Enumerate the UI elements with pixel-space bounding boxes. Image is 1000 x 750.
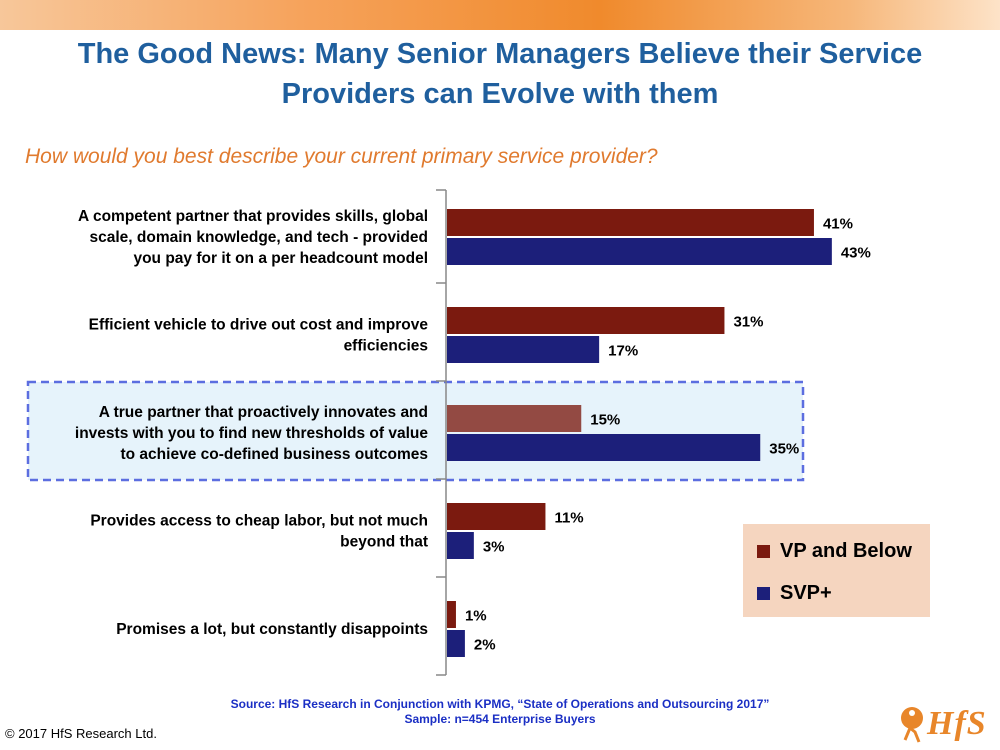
bar-chart: A competent partner that provides skills… [26, 189, 871, 676]
category-label: to achieve co-defined business outcomes [121, 446, 429, 463]
chart-legend: VP and Below SVP+ [743, 524, 930, 617]
category-label: Efficient vehicle to drive out cost and … [89, 317, 429, 334]
bar-svp [447, 238, 832, 265]
data-label: 43% [841, 245, 871, 262]
slide-title: The Good News: Many Senior Managers Beli… [0, 34, 1000, 114]
bar-svp [447, 532, 474, 559]
bar-vp [447, 503, 546, 530]
category-label: Promises a lot, but constantly disappoin… [116, 621, 428, 638]
hfs-logo: HfS [895, 702, 995, 746]
legend-swatch-vp [757, 545, 770, 558]
legend-item-vp: VP and Below [757, 540, 912, 563]
bar-vp [447, 209, 814, 236]
category-label: invests with you to find new thresholds … [75, 425, 428, 442]
data-label: 17% [608, 343, 638, 360]
category-label: scale, domain knowledge, and tech - prov… [90, 229, 429, 246]
category-label: A true partner that proactively innovate… [99, 404, 428, 421]
runner-logo-icon [901, 707, 923, 743]
top-banner [0, 0, 1000, 30]
data-label: 35% [769, 441, 799, 458]
highlight-box [26, 380, 805, 482]
bar-vp [447, 307, 725, 334]
legend-item-svp: SVP+ [757, 582, 832, 605]
category-label: beyond that [340, 534, 428, 551]
category-label: Provides access to cheap labor, but not … [90, 513, 428, 530]
copyright-text: © 2017 HfS Research Ltd. [5, 726, 157, 741]
data-label: 2% [474, 637, 496, 654]
bar-vp [447, 601, 456, 628]
legend-swatch-svp [757, 587, 770, 600]
logo-text: HfS [927, 705, 987, 742]
category-label: A competent partner that provides skills… [78, 208, 428, 225]
source-note: Source: HfS Research in Conjunction with… [0, 697, 1000, 727]
data-label: 11% [554, 510, 583, 527]
data-label: 41% [823, 216, 853, 233]
legend-label-svp: SVP+ [780, 582, 832, 604]
data-label: 31% [733, 314, 763, 331]
bar-svp [447, 336, 600, 363]
data-label: 15% [590, 412, 620, 429]
bar-svp [447, 630, 465, 657]
category-label: you pay for it on a per headcount model [133, 250, 428, 267]
bar-svp [447, 434, 761, 461]
survey-question: How would you best describe your current… [25, 145, 658, 168]
legend-label-vp: VP and Below [780, 540, 912, 562]
category-label: efficiencies [344, 338, 428, 355]
bar-vp [447, 405, 582, 432]
data-label: 1% [465, 608, 487, 625]
source-line-2: Sample: n=454 Enterprise Buyers [404, 712, 596, 726]
title-line-2: Providers can Evolve with them [281, 78, 719, 110]
source-line-1: Source: HfS Research in Conjunction with… [230, 697, 770, 711]
title-line-1: The Good News: Many Senior Managers Beli… [77, 38, 923, 70]
data-label: 3% [483, 539, 505, 556]
